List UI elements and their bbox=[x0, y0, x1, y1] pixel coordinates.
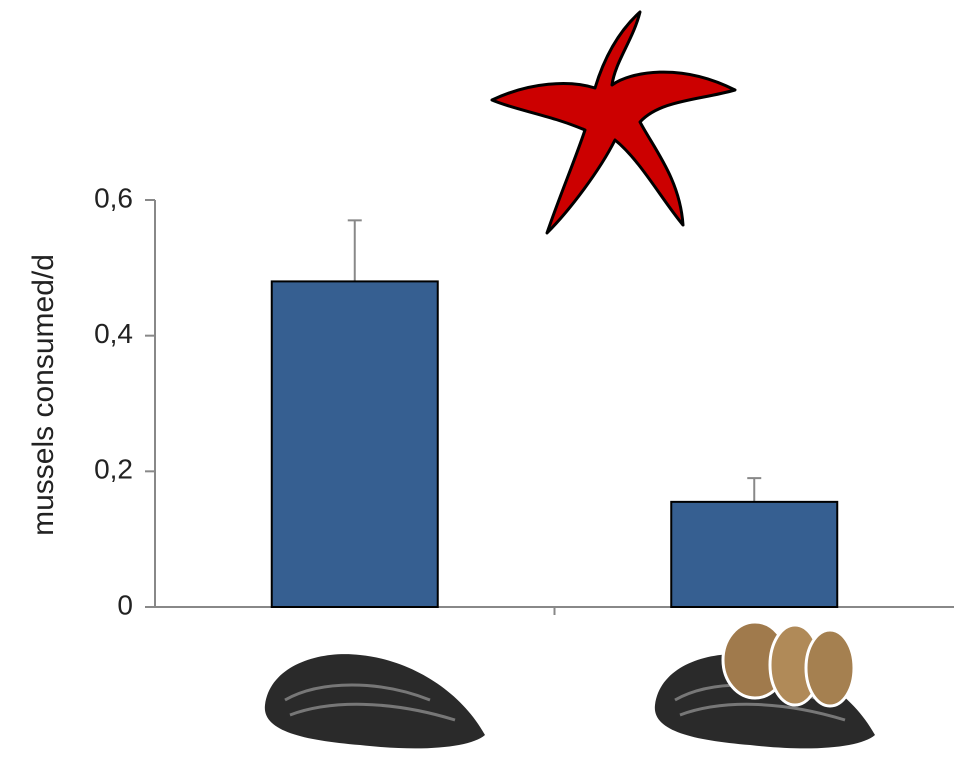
bar bbox=[272, 281, 438, 607]
mussel-illustration bbox=[265, 622, 875, 748]
y-tick-label: 0,4 bbox=[94, 318, 133, 349]
y-tick-label: 0 bbox=[117, 589, 133, 620]
starfish-illustration bbox=[492, 12, 735, 233]
chart: mussels consumed/d 0 0,2 0,4 0,6 bbox=[0, 0, 954, 757]
y-tick-label: 0,2 bbox=[94, 454, 133, 485]
y-tick-label: 0,6 bbox=[94, 182, 133, 213]
y-axis-label: mussels consumed/d bbox=[27, 254, 60, 536]
bar bbox=[671, 502, 837, 607]
